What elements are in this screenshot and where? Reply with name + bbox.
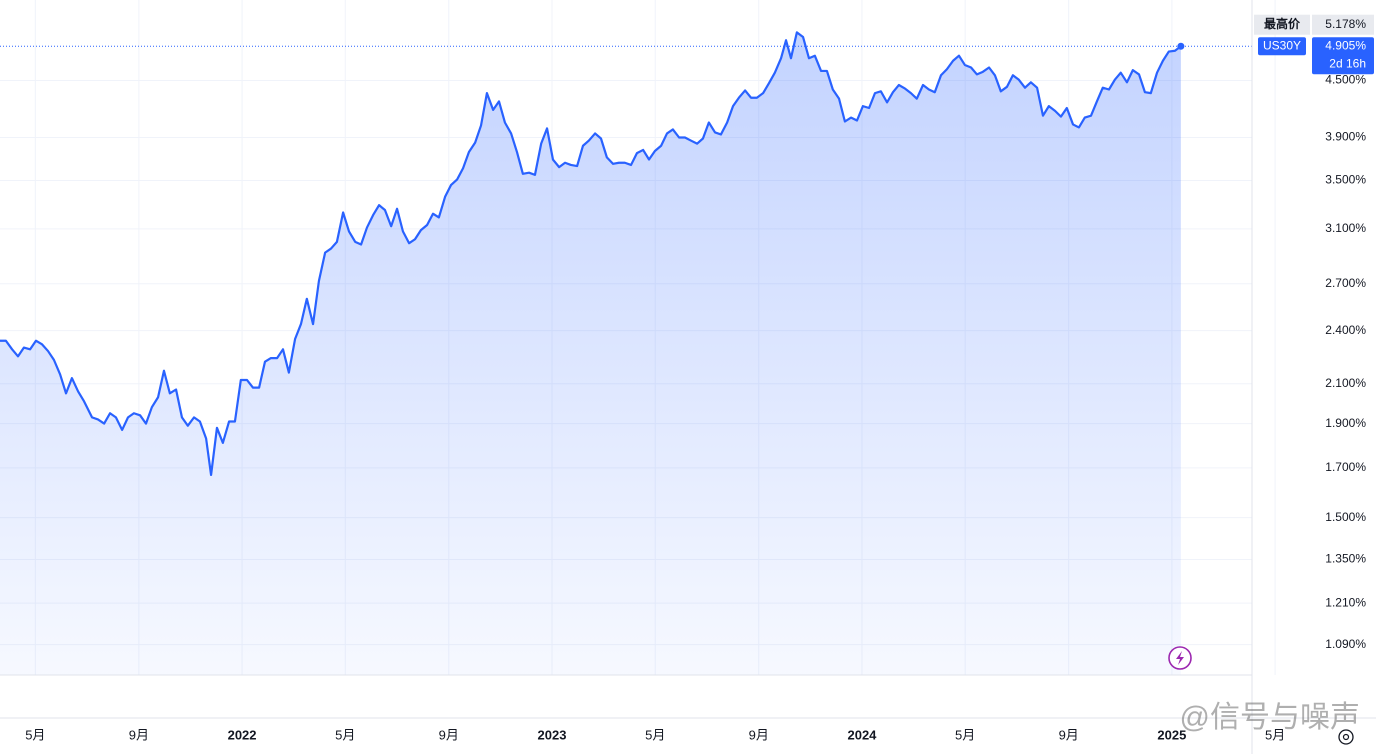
y-tick-label: 1.500% <box>1325 510 1366 524</box>
y-tick-label: 1.900% <box>1325 416 1366 430</box>
x-tick-label: 2024 <box>847 727 877 742</box>
y-tick-label: 1.210% <box>1325 595 1366 609</box>
plot <box>0 31 1252 675</box>
area-fill <box>0 32 1181 675</box>
price-tags: 最高价 5.178% US30Y 4.905% 2d 16h <box>1254 14 1374 75</box>
countdown: 2d 16h <box>1329 56 1366 70</box>
x-tick-label: 5月 <box>645 727 665 742</box>
y-tick-label: 1.090% <box>1325 637 1366 651</box>
y-tick-label: 3.900% <box>1325 130 1366 144</box>
high-value: 5.178% <box>1325 17 1366 31</box>
high-name-box <box>1254 14 1310 35</box>
settings-icon[interactable] <box>1338 729 1354 745</box>
icon-core <box>1342 733 1350 741</box>
y-tick-label: 4.500% <box>1325 73 1366 87</box>
icon-bolt <box>1176 651 1184 665</box>
high-name: 最高价 <box>1264 16 1301 31</box>
x-tick-label: 9月 <box>749 727 769 742</box>
line <box>0 31 1182 477</box>
x-tick-label: 5月 <box>1265 727 1285 742</box>
y-tick-label: 2.700% <box>1325 276 1366 290</box>
y-tick-label: 2.100% <box>1325 376 1366 390</box>
series-name: US30Y <box>1263 38 1301 52</box>
axes: 4.500% 3.900% 3.500% 3.100% 2.700% 2.400% 2.10… <box>25 73 1366 743</box>
x-tick-label: 2025 <box>1157 727 1186 742</box>
x-tick-label: 5月 <box>25 727 45 742</box>
series-name-box <box>1258 37 1306 56</box>
x-tick-label: 9月 <box>439 727 459 742</box>
x-tick-label: 9月 <box>1059 727 1079 742</box>
y-tick-label: 1.700% <box>1325 460 1366 474</box>
y-tick-label: 2.400% <box>1325 323 1366 337</box>
current-value-box <box>1312 37 1374 75</box>
x-tick-label: 5月 <box>955 727 975 742</box>
x-tick-label: 2023 <box>538 727 567 742</box>
y-tick-label: 3.100% <box>1325 221 1366 235</box>
high-value-box <box>1312 14 1374 35</box>
y-tick-label: 1.350% <box>1325 552 1366 566</box>
last-point <box>1177 42 1185 50</box>
x-tick-label: 5月 <box>335 727 355 742</box>
x-tick-label: 2022 <box>228 727 257 742</box>
watermark: @信号与噪声 <box>1180 701 1360 734</box>
icon-ring <box>1338 729 1354 745</box>
lightning-icon[interactable] <box>1168 646 1192 670</box>
y-tick-label: 3.500% <box>1325 173 1366 187</box>
current-value: 4.905% <box>1325 38 1366 52</box>
x-tick-label: 9月 <box>129 727 149 742</box>
